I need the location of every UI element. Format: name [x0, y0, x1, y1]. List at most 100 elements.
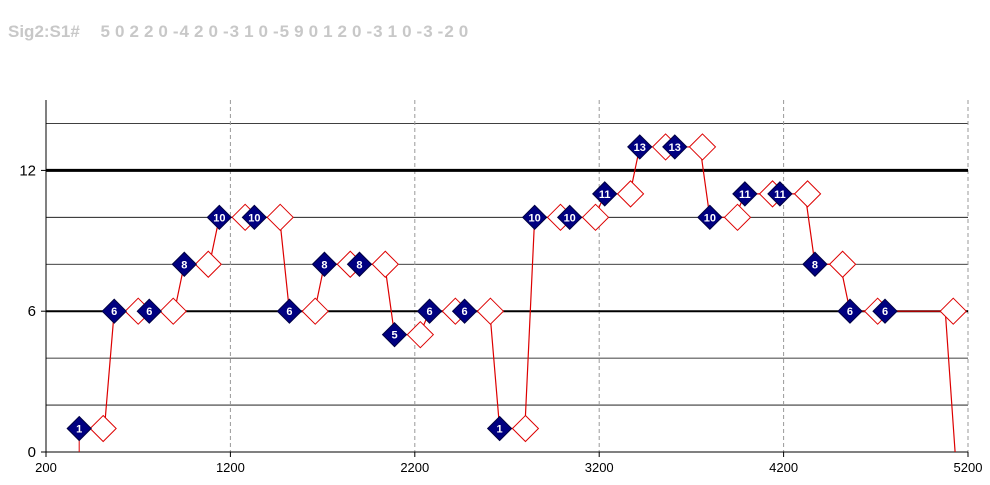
hollow-diamond-marker [828, 250, 857, 278]
hollow-diamond-marker [194, 250, 222, 278]
signal-value: -3 [222, 22, 241, 41]
x-tick-label: 2200 [400, 460, 429, 475]
hollow-diamond-marker [371, 250, 400, 278]
hollow-diamond-marker [266, 203, 294, 232]
signal-value: 9 [294, 22, 305, 41]
signal-value: 1 [323, 22, 334, 41]
y-tick-label: 6 [28, 303, 36, 320]
marker-label: 6 [286, 306, 292, 318]
filled-diamond-marker [416, 298, 443, 324]
signal-values: 5 0 2 2 0 -4 2 0 -3 1 0 -5 9 0 1 2 0 -3 1 0 -3 -2 0 [101, 22, 474, 41]
signal-value: -5 [273, 22, 291, 41]
x-tick-label: 5200 [954, 460, 983, 475]
tick-labels: 200 1200 2200 3200 4200 5200 0 6 12 [19, 162, 982, 475]
marker-label: 5 [391, 330, 397, 342]
y-tick-label: 12 [19, 162, 36, 179]
hollow-diamond-marker [723, 203, 752, 232]
hollow-diamond-marker [688, 133, 717, 161]
filled-diamond-marker [662, 134, 688, 160]
filled-diamond-marker [241, 204, 268, 231]
series-path [79, 146, 956, 453]
hollow-diamond-marker [406, 320, 435, 349]
filled-diamond-marker [697, 204, 723, 231]
marker-label: 11 [599, 189, 611, 201]
x-tick-label: 3200 [585, 460, 614, 475]
x-tick-label: 4200 [769, 460, 798, 475]
filled-diamond-marker [206, 204, 233, 231]
signal-header: Sig2:S1# 5 0 2 2 0 -4 2 0 -3 1 0 -5 9 0 1 2 0 -3 1 0 -3 -2 0 [8, 22, 473, 48]
x-tick-label: 200 [35, 460, 57, 475]
hollow-diamond-marker [616, 180, 645, 208]
signal-value: 2 [129, 22, 140, 41]
marker-label: 8 [356, 259, 362, 271]
signal-value: 0 [258, 22, 270, 41]
marker-label: 11 [774, 189, 786, 201]
grid [46, 100, 969, 452]
filled-diamond-marker [837, 298, 863, 324]
filled-diamond-marker [346, 251, 373, 277]
signal-value: 0 [352, 22, 363, 41]
marker-label: 1 [76, 424, 82, 436]
filled-diamond-marker [732, 181, 758, 207]
marker-label: 8 [321, 259, 327, 271]
signal-value: 0 [402, 22, 413, 41]
filled-diamond-marker [451, 298, 478, 324]
hollow-diamond-marker [581, 203, 610, 232]
marker-label: 11 [739, 189, 751, 201]
filled-diamond-marker [311, 251, 338, 277]
series-line [78, 146, 956, 453]
hollow-diamond-marker [939, 297, 967, 325]
marker-label: 6 [847, 306, 853, 318]
marker-label: 6 [426, 306, 432, 318]
signal-value: 0 [208, 22, 219, 41]
signal-value: -4 [172, 22, 191, 41]
filled-diamond-marker [521, 204, 548, 231]
signal-value: 2 [337, 22, 349, 41]
marker-label: 6 [146, 306, 152, 318]
filled-diamond-marker [802, 251, 828, 277]
signal-value: 0 [158, 22, 169, 41]
signal-label: Sig2:S1# [8, 22, 80, 41]
y-tick-label: 0 [28, 444, 36, 461]
filled-diamond-marker [66, 415, 92, 442]
axes [41, 100, 969, 457]
marker-label: 6 [462, 306, 468, 318]
hollow-diamond-marker [476, 297, 505, 325]
filled-diamond-marker [592, 181, 618, 207]
filled-diamond-marker [556, 204, 583, 231]
filled-diamond-marker [381, 321, 408, 348]
marker-label: 6 [882, 306, 888, 318]
filled-diamond-marker [101, 298, 127, 324]
marker-label: 10 [564, 212, 576, 224]
marker-label: 8 [812, 259, 818, 271]
marker-label: 10 [704, 212, 716, 224]
hollow-diamond-marker [511, 414, 540, 443]
signal-value: 0 [308, 22, 320, 41]
filled-diamond-marker [136, 298, 162, 324]
hollow-diamond-marker [89, 414, 117, 443]
filled-diamond-marker [872, 298, 898, 324]
hollow-diamond-marker [159, 297, 187, 325]
marker-label: 6 [111, 306, 117, 318]
signal-value: -2 [437, 22, 455, 41]
filled-diamond-marker [486, 415, 513, 442]
signal-value: 0 [458, 22, 470, 41]
signal-value: -3 [416, 22, 434, 41]
filled-markers: 1 6 6 8 10 10 6 8 8 5 6 6 1 10 10 11 13 13 10 11 11 8 6 6 [66, 134, 898, 442]
signal-value: 2 [194, 22, 205, 41]
marker-label: 10 [529, 212, 541, 224]
signal-value: 1 [244, 22, 255, 41]
hollow-diamond-marker [301, 297, 329, 325]
marker-label: 10 [213, 212, 225, 224]
signal-value: 2 [143, 22, 155, 41]
x-tick-label: 1200 [216, 460, 245, 475]
filled-diamond-marker [627, 134, 653, 160]
filled-diamond-marker [276, 298, 303, 324]
marker-label: 8 [181, 259, 187, 271]
signal-value: 1 [387, 22, 399, 41]
signal-value: 0 [115, 22, 126, 41]
marker-label: 10 [248, 212, 260, 224]
marker-label: 1 [497, 424, 503, 436]
filled-diamond-marker [171, 251, 198, 277]
